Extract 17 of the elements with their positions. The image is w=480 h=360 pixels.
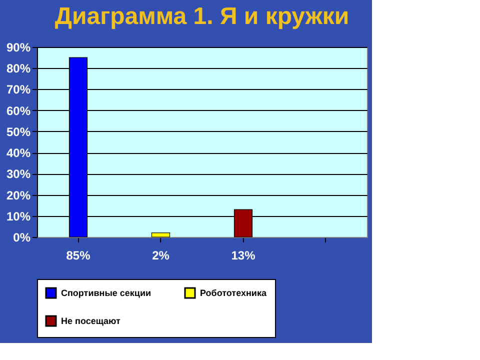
y-tick-label: 80% — [6, 62, 31, 76]
legend-label: Робототехника — [200, 288, 268, 298]
y-tick-label: 40% — [6, 146, 31, 160]
x-tick-label: 85% — [66, 248, 91, 262]
y-tick-label: 10% — [6, 209, 31, 224]
y-tick-label: 70% — [6, 82, 31, 97]
y-tick-label: 20% — [6, 188, 31, 202]
y-tick-label: 60% — [6, 104, 31, 118]
y-tick-label: 30% — [6, 167, 31, 182]
x-tick-label: 2% — [152, 248, 170, 262]
y-tick-label: 0% — [13, 230, 31, 244]
y-tick-label: 50% — [6, 124, 31, 139]
x-tick-label: 13% — [231, 248, 256, 262]
legend-label: Не посещают — [61, 316, 121, 326]
legend-label: Спортивные секции — [61, 288, 152, 298]
y-tick-label: 90% — [6, 40, 31, 54]
chart-title: Диаграмма 1. Я и кружки — [54, 3, 350, 30]
